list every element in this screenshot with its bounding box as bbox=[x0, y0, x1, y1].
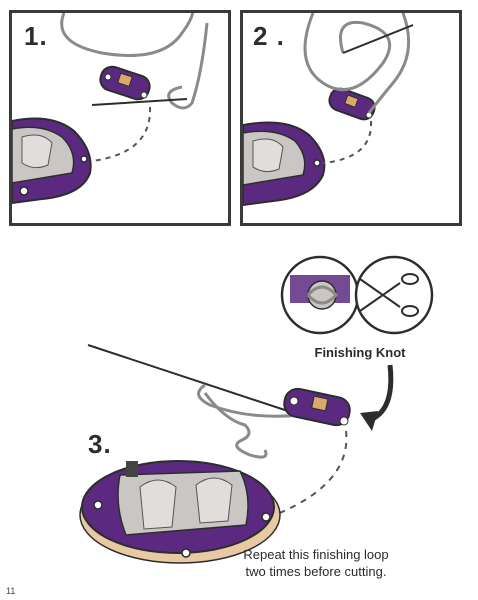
page-number: 11 bbox=[6, 586, 16, 596]
arrow-head-icon bbox=[360, 411, 378, 431]
repeat-caption-line-1: Repeat this finishing loop bbox=[243, 547, 389, 562]
needle bbox=[91, 98, 188, 106]
step-2-panel: 2 . bbox=[240, 10, 462, 226]
thread bbox=[197, 383, 301, 418]
scissors-icon bbox=[359, 273, 419, 317]
repeat-caption: Repeat this finishing loop two times bef… bbox=[216, 546, 416, 580]
stitch-line bbox=[322, 120, 373, 164]
step-1-illustration bbox=[12, 13, 209, 205]
step-3-illustration bbox=[79, 255, 434, 564]
led-board bbox=[328, 87, 376, 121]
step-1-panel: 1. bbox=[9, 10, 231, 226]
step-3-scene: 3. bbox=[0, 235, 478, 600]
thread-loop bbox=[303, 13, 392, 92]
step-1-number: 1. bbox=[24, 21, 48, 51]
step-2-illustration bbox=[243, 13, 414, 207]
battery-holder-board bbox=[243, 121, 326, 207]
thread-end bbox=[167, 22, 209, 110]
thread-loop bbox=[60, 13, 195, 57]
led-board bbox=[99, 65, 151, 101]
battery-holder-board bbox=[79, 460, 281, 564]
stitch-line bbox=[269, 430, 348, 518]
knot-detail bbox=[280, 255, 434, 335]
step-3-number: 3. bbox=[88, 429, 112, 459]
battery-holder-board bbox=[12, 117, 92, 205]
finishing-knot-caption: Finishing Knot bbox=[314, 345, 406, 360]
needle bbox=[87, 344, 301, 416]
thread-end bbox=[367, 13, 411, 114]
step-2-number: 2 . bbox=[253, 21, 285, 51]
thread-tail bbox=[203, 392, 268, 459]
needle bbox=[342, 24, 414, 54]
stitch-line bbox=[91, 106, 152, 162]
repeat-caption-line-2: two times before cutting. bbox=[245, 564, 387, 579]
led-board bbox=[283, 387, 351, 427]
